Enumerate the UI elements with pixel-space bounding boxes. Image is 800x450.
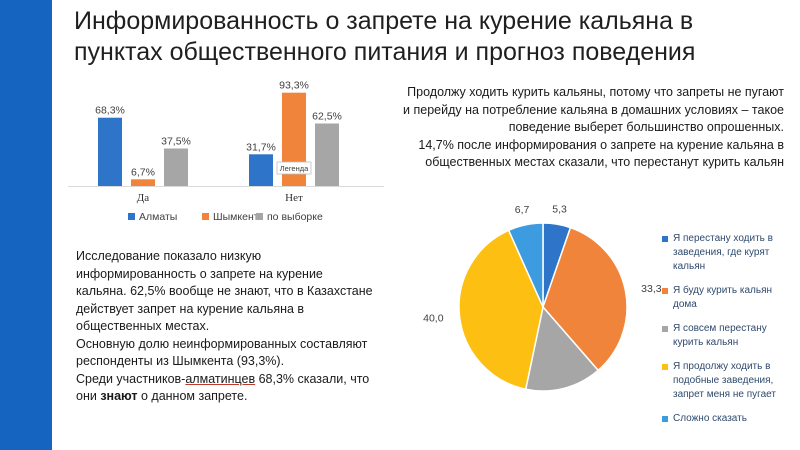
pie-legend-label: Я продолжу ходить в подобные заведения, … <box>673 361 776 400</box>
legend-label: Алматы <box>139 211 177 223</box>
legend-tooltip-text: Легенда <box>280 164 309 173</box>
pie-slice <box>458 229 544 391</box>
pie-legend-swatch <box>662 288 668 294</box>
text-fragment: 68,3% сказали, что они <box>76 371 370 404</box>
pie-legend-label: Сложно сказать <box>673 413 747 424</box>
bar-data-label: 37,5% <box>161 136 191 148</box>
pie-legend: Я перестану ходить в заведения, где куря… <box>662 232 792 436</box>
pie-legend-swatch <box>662 236 668 242</box>
pie-data-label: 40,0 <box>423 313 444 325</box>
legend-tooltip-box <box>276 161 312 175</box>
right-text-paragraph-1: Продолжу ходить курить кальяны, потому ч… <box>403 85 784 134</box>
pie-data-label: 14,7 <box>568 399 589 400</box>
text-fragment: Среди участников- <box>76 371 186 386</box>
pie-legend-item: Сложно сказать <box>662 412 792 426</box>
bar <box>131 179 155 186</box>
bar-data-label: 6,7% <box>131 166 155 178</box>
pie-legend-label: Я совсем перестану курить кальян <box>673 323 767 348</box>
bar-data-label: 93,3% <box>279 80 309 92</box>
pie-legend-swatch <box>662 416 668 422</box>
legend-swatch <box>128 213 135 220</box>
pie-chart: 5,3 33,3 14,7 40,0 6,7 <box>423 203 662 400</box>
bar-chart: 68,3% 6,7% 37,5% Да 31,7% 93,3% 62,5% Нет Легенд… <box>68 80 384 223</box>
pie-legend-item: Я продолжу ходить в подобные заведения, … <box>662 360 792 402</box>
text-fragment: о данном запрете. <box>137 389 248 403</box>
left-text-paragraph-1: Исследование показало низкую информирова… <box>76 249 373 333</box>
pie-legend-item: Я перестану ходить в заведения, где куря… <box>662 232 792 274</box>
slide-title: Информированность о запрете на курение к… <box>74 7 696 66</box>
legend-label: по выборке <box>267 211 323 223</box>
left-text-paragraph-3: Среди участников-алматинцев 68,3% сказал… <box>76 371 376 406</box>
bar <box>249 154 273 186</box>
bar-data-label: 68,3% <box>95 105 125 117</box>
pie-legend-swatch <box>662 326 668 332</box>
right-text-paragraph-2: 14,7% после информирования о запрете на … <box>418 137 784 170</box>
bar-data-label: 62,5% <box>312 111 342 123</box>
left-text-block: Исследование показало низкую информирова… <box>76 248 376 406</box>
pie-legend-label: Я перестану ходить в заведения, где куря… <box>673 233 773 272</box>
pie-slice <box>524 305 600 392</box>
left-text-paragraph-2: Основную долю неинформированных составля… <box>76 336 368 369</box>
pie-legend-item: Я совсем перестану курить кальян <box>662 322 792 350</box>
legend-label: Шымкент <box>213 211 259 223</box>
category-tick-label: Да <box>137 192 150 204</box>
pie-legend-label: Я буду курить кальян дома <box>673 285 773 310</box>
category-tick-label: Нет <box>285 192 303 204</box>
bar <box>315 123 339 186</box>
bold-word: знают <box>100 389 138 403</box>
right-text-block: Продолжу ходить курить кальяны, потому ч… <box>400 84 784 172</box>
underlined-word: алматинцев <box>185 371 256 386</box>
pie-legend-swatch <box>662 364 668 370</box>
pie-data-label: 6,7 <box>515 204 530 216</box>
legend-swatch <box>256 213 263 220</box>
bar-data-label: 31,7% <box>246 141 276 153</box>
pie-data-label: 33,3 <box>641 283 662 295</box>
pie-slice <box>507 222 544 308</box>
pie-data-label: 5,3 <box>552 203 567 215</box>
legend-swatch <box>202 213 209 220</box>
bar <box>164 148 188 186</box>
pie-slice <box>542 226 628 372</box>
bar <box>98 117 122 186</box>
pie-legend-item: Я буду курить кальян дома <box>662 284 792 312</box>
left-accent-band <box>0 0 52 450</box>
